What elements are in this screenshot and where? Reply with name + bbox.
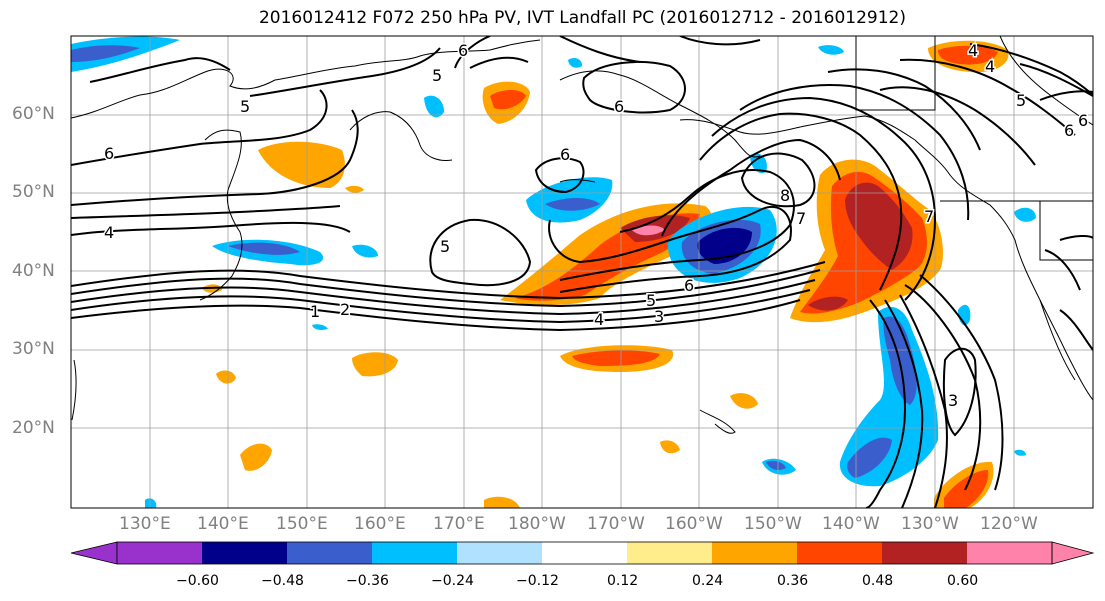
lon-label: 160°E <box>354 514 406 534</box>
colorbar-swatch <box>967 542 1052 564</box>
lon-label: 130°W <box>901 514 959 534</box>
colorbar-tick: 0.48 <box>862 573 894 589</box>
colorbar-tick: −0.48 <box>261 573 304 589</box>
colorbar-tick: −0.36 <box>346 573 389 589</box>
contour-label: 6 <box>1078 111 1088 130</box>
lon-label: 160°W <box>665 514 723 534</box>
colorbar-swatch <box>797 542 882 564</box>
map-frame <box>70 35 1094 509</box>
contour-label: 4 <box>594 310 604 329</box>
colorbar-swatch <box>627 542 712 564</box>
contour-label: 5 <box>1016 91 1026 110</box>
contour-label: 6 <box>560 145 570 164</box>
lat-label: 50°N <box>12 182 55 202</box>
contour-label: 3 <box>948 391 958 410</box>
contour-label: 8 <box>780 186 790 205</box>
contour-label: 6 <box>104 144 114 163</box>
colorbar-tick: 0.24 <box>692 573 724 589</box>
contour-label: 4 <box>968 41 978 60</box>
contour-label: 6 <box>684 276 694 295</box>
map-panel <box>71 36 1093 508</box>
coastlines <box>71 36 1093 434</box>
colorbar <box>70 541 1095 565</box>
pv-shading <box>71 36 1036 508</box>
colorbar-swatch <box>882 542 967 564</box>
contour-label: 7 <box>924 207 934 226</box>
contour-label: 5 <box>240 97 250 116</box>
contour-label: 2 <box>340 300 350 319</box>
colorbar-tick: −0.24 <box>431 573 474 589</box>
ivt-contours <box>71 36 1093 508</box>
colorbar-tick: −0.60 <box>176 573 219 589</box>
lat-label: 20°N <box>12 418 55 438</box>
map-title: 2016012412 F072 250 hPa PV, IVT Landfall… <box>258 8 906 28</box>
colorbar-extend-high <box>1051 541 1095 565</box>
contour-label: 6 <box>1064 121 1074 140</box>
lat-label: 60°N <box>12 104 55 124</box>
contour-label: 4 <box>985 57 995 76</box>
graticule <box>71 36 1093 508</box>
colorbar-tick: 0.12 <box>607 573 639 589</box>
contour-label: 6 <box>614 97 624 116</box>
lon-label: 180°W <box>508 514 566 534</box>
contour-label: 7 <box>796 209 806 228</box>
colorbar-extend-low <box>70 541 118 565</box>
contour-label: 5 <box>646 291 656 310</box>
colorbar-swatch <box>372 542 457 564</box>
colorbar-tick: 0.60 <box>947 573 979 589</box>
lon-label: 170°E <box>433 514 485 534</box>
colorbar-swatch <box>117 542 202 564</box>
contour-label-layer: 6 5 5 6 6 4 6 4 5 1 2 3 4 5 6 7 8 6 3 4 … <box>103 40 1090 412</box>
contour-label: 5 <box>440 237 450 256</box>
colorbar-swatch <box>457 542 542 564</box>
lat-label: 40°N <box>12 261 55 281</box>
colorbar-swatch <box>202 542 287 564</box>
contour-label: 3 <box>654 307 664 326</box>
lat-label: 30°N <box>12 339 55 359</box>
lon-label: 120°W <box>980 514 1038 534</box>
colorbar-swatch <box>712 542 797 564</box>
colorbar-tick: 0.36 <box>777 573 809 589</box>
lon-label: 130°E <box>119 514 171 534</box>
colorbar-swatch <box>287 542 372 564</box>
contour-label: 6 <box>458 41 468 60</box>
contour-label: 1 <box>310 302 320 321</box>
contour-label: 5 <box>432 66 442 85</box>
colorbar-tick: −0.12 <box>516 573 559 589</box>
colorbar-swatch <box>542 542 627 564</box>
lon-label: 140°W <box>822 514 880 534</box>
lon-label: 140°E <box>197 514 249 534</box>
lon-label: 150°W <box>744 514 802 534</box>
lon-label: 170°W <box>587 514 645 534</box>
contour-label: 4 <box>104 223 114 242</box>
lon-label: 150°E <box>276 514 328 534</box>
